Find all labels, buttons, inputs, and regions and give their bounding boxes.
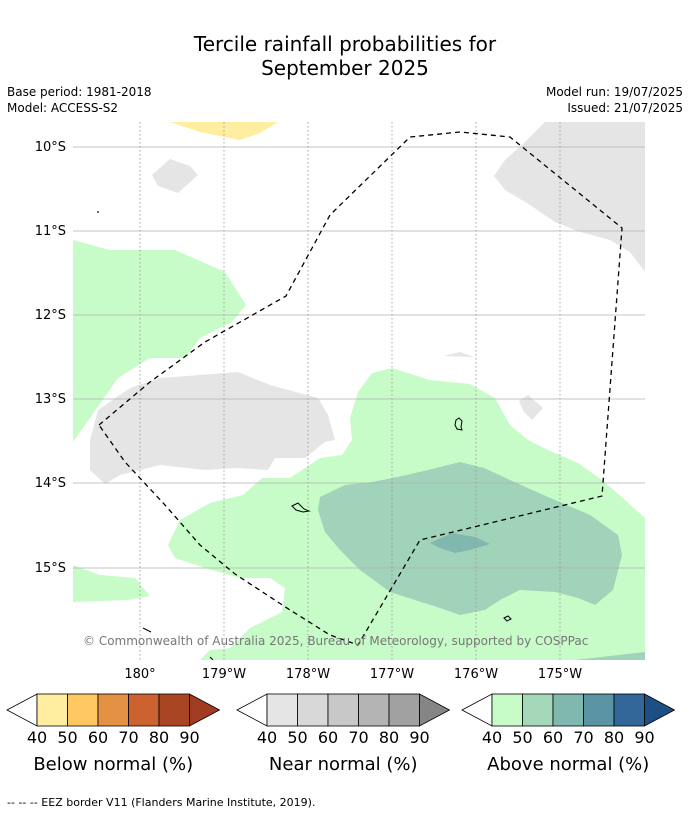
colorbar-tick-label: 50 [512,728,532,747]
colorbar-tick-label: 60 [543,728,563,747]
colorbar-tick-label: 90 [634,728,654,747]
lat-label: 12°S [35,308,66,323]
map-title-line2: September 2025 [261,56,429,80]
lon-label: 175°W [538,667,582,682]
colorbar-under-arrow [461,693,493,727]
island-bottom-tick [209,656,214,660]
colorbar-tick-label: 40 [482,728,502,747]
colorbar-tick-label: 50 [287,728,307,747]
colorbar-1: 40 50 60 70 80 90 Below normal (%) [6,693,221,775]
colorbar-segment [128,693,160,727]
colorbar-over-arrow [189,693,221,727]
near-normal-region-northeast [494,122,645,272]
lon-label: 179°W [202,667,246,682]
colorbar-segment [491,693,523,727]
colorbar-segment [583,693,615,727]
map-title-line1: Tercile rainfall probabilities for [193,32,497,56]
model-run-label: Model run: 19/07/2025 [545,85,683,99]
colorbar-segment [552,693,584,727]
colorbar-legends: 40 50 60 70 80 90 Below normal (%) 40 50 60 70 80 90… [6,693,676,775]
lon-label: 176°W [454,667,498,682]
colorbar-segment [297,693,329,727]
colorbar-tick-label: 40 [27,728,47,747]
island-south [503,615,512,622]
colorbar-3: 40 50 60 70 80 90 Above normal (%) [461,693,676,775]
near-normal-region-small-center [444,352,474,357]
eez-footnote: -- -- -- EEZ border V11 (Flanders Marine… [7,796,316,809]
lon-label: 177°W [370,667,414,682]
colorbar-title: Below normal (%) [33,754,193,775]
colorbar-segment [67,693,99,727]
colorbar-under-arrow [6,693,38,727]
copyright-notice: © Commonwealth of Australia 2025, Bureau… [83,634,588,648]
colorbar-segment [266,693,298,727]
island-northwest-dot [97,211,99,213]
lat-label: 15°S [35,561,66,576]
colorbar-segment [358,693,390,727]
island-southwest [142,627,152,633]
colorbar-tick-label: 60 [318,728,338,747]
colorbar-segment [522,693,554,727]
island-west [291,502,311,513]
colorbar-segment [158,693,190,727]
eez-border [98,131,623,646]
colorbar-segment [36,693,68,727]
above-normal-region-southwest [73,565,150,602]
lat-label: 10°S [35,140,66,155]
colorbar-tick-label: 60 [88,728,108,747]
lat-label: 14°S [35,476,66,491]
colorbar-tick-label: 70 [348,728,368,747]
colorbar-tick-label: 80 [149,728,169,747]
colorbar-tick-label: 80 [379,728,399,747]
latitude-gridlines [73,146,645,569]
above-normal-region-northwest [73,240,246,442]
issued-label: Issued: 21/07/2025 [567,101,683,115]
model-label: Model: ACCESS-S2 [7,101,119,115]
above-normal-region-60 [430,533,490,553]
colorbar-tick-label: 90 [409,728,429,747]
base-period-label: Base period: 1981-2018 [7,85,152,99]
near-normal-region-small-east [519,395,543,420]
near-normal-region-small-north [152,159,198,193]
colorbar-title: Near normal (%) [269,754,418,775]
map-canvas: © Commonwealth of Australia 2025, Bureau… [6,122,676,775]
colorbar-2: 40 50 60 70 80 90 Near normal (%) [236,693,451,775]
colorbar-over-arrow [419,693,451,727]
colorbar-tick-label: 70 [573,728,593,747]
lat-label: 11°S [35,224,66,239]
above-normal-region-edge [575,652,645,660]
colorbar-title: Above normal (%) [487,754,649,775]
map-plot-area [73,122,645,660]
colorbar-tick-label: 40 [257,728,277,747]
lon-label: 178°W [286,667,330,682]
colorbar-tick-label: 80 [604,728,624,747]
colorbar-segment [613,693,645,727]
near-normal-region-west [90,372,335,484]
lon-label: 180° [124,667,155,682]
colorbar-under-arrow [236,693,268,727]
colorbar-segment [388,693,420,727]
colorbar-segment [327,693,359,727]
colorbar-tick-label: 70 [118,728,138,747]
colorbar-tick-label: 90 [179,728,199,747]
colorbar-over-arrow [644,693,676,727]
lat-label: 13°S [35,392,66,407]
longitude-gridlines [139,122,561,660]
colorbar-tick-label: 50 [57,728,77,747]
colorbar-segment [97,693,129,727]
island-nukunonu [454,417,463,431]
